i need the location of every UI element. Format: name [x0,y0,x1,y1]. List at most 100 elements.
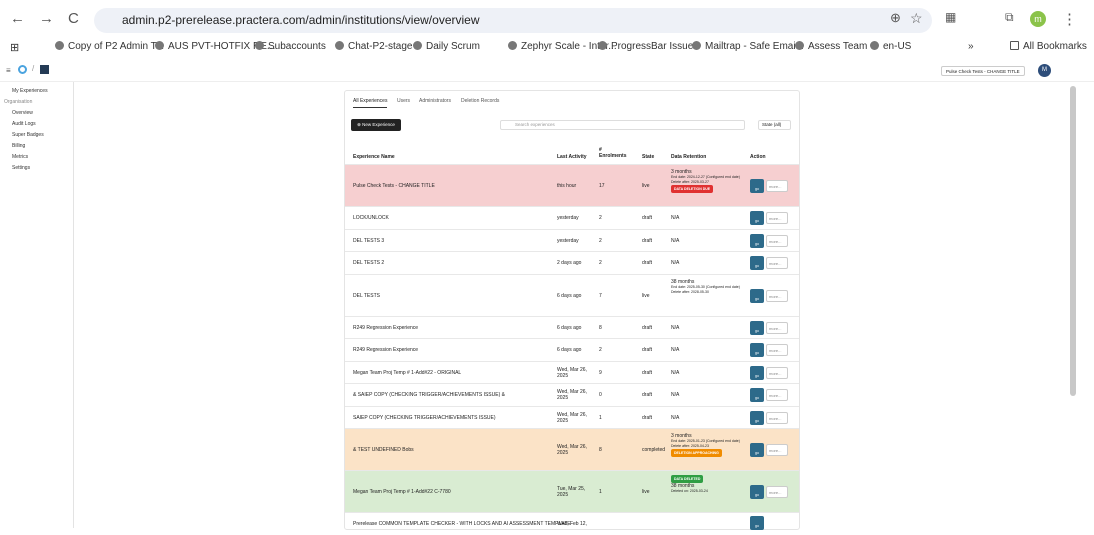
scrollbar[interactable] [1070,86,1076,396]
more-dropdown[interactable]: more... [766,444,788,456]
go-button[interactable]: go [750,343,764,358]
more-dropdown[interactable]: more... [766,344,788,357]
last-activity: this hour [557,183,577,189]
bookmark[interactable]: ProgressBar Issue [598,41,693,52]
column-header[interactable]: Last Activity [557,154,587,160]
forward[interactable]: → [39,10,54,27]
tab[interactable]: Users [397,98,411,104]
tab[interactable]: All Experiences [353,98,388,108]
bookmark[interactable]: Chat-P2-stage [335,41,412,52]
table-row: DEL TESTS 3 yesterday 2 draft N/A go more... [345,228,799,252]
sidebar-item[interactable]: My Experiences [12,88,48,94]
more-dropdown[interactable]: more... [766,234,788,247]
more-dropdown[interactable]: more... [766,411,788,424]
experience-name[interactable]: DEL TESTS [353,292,380,299]
go-button[interactable]: go [750,443,764,457]
more-dropdown[interactable]: more... [766,180,788,192]
go-button[interactable]: go [750,516,764,530]
reload[interactable]: C [68,10,79,27]
more-dropdown[interactable]: more... [766,289,788,302]
new-experience-button[interactable]: ⊕ New Experience [351,119,401,131]
more-dropdown[interactable]: more... [766,212,788,225]
experience-name[interactable]: Megan Team Proj Temp # 1-Add#22 - ORIGIN… [353,369,462,376]
bookmark[interactable]: Assess Team [795,41,867,52]
zoom-icon[interactable]: ⊕ [890,10,901,25]
experience-name[interactable]: DEL TESTS 2 [353,260,385,267]
bookmark[interactable]: Copy of P2 Admin T... [55,41,164,52]
column-header[interactable]: Experience Name [353,154,395,160]
extensions[interactable]: ⧉ [1005,10,1014,24]
experience-name[interactable]: & TEST UNDEFINED Bobs [353,447,414,453]
overflow[interactable]: » [968,41,974,52]
go-button[interactable]: go [750,320,764,335]
bookmark-icon [795,41,804,50]
sidebar-item[interactable]: Super Badges [12,132,44,138]
bookmark[interactable]: AUS PVT-HOTFIX RE... [155,41,275,52]
experience-name[interactable]: & SAIEP COPY (CHECKING TRIGGER/ACHIEVEME… [353,392,505,399]
column-header[interactable]: State [642,154,655,160]
go-button[interactable]: go [750,288,764,303]
menu[interactable]: ⋮ [1062,11,1077,28]
state-filter[interactable]: State (all) [758,120,791,130]
column-header[interactable]: # Enrolments [599,147,627,159]
bookmark-icon [155,41,164,50]
go-button[interactable]: go [750,485,764,499]
data-retention: N/A [671,370,747,376]
experience-name[interactable]: SAIEP COPY (CHECKING TRIGGER/ACHIEVEMENT… [353,414,496,421]
search-input[interactable]: Search experiences [500,120,745,130]
go-button[interactable]: go [750,233,764,248]
experience-name[interactable]: LOCK/UNLOCK [353,215,389,222]
sidebar-item[interactable]: Audit Logs [12,121,36,127]
sidebar-item[interactable]: Overview [12,110,33,116]
experience-name[interactable]: DEL TESTS 3 [353,237,385,244]
bookmark[interactable]: Daily Scrum [413,41,480,52]
sidebar-item[interactable]: Billing [12,143,26,149]
all-bookmarks[interactable]: All Bookmarks [1010,41,1087,52]
tab[interactable]: Administrators [419,98,451,104]
profile[interactable]: m [1030,11,1046,27]
star-icon[interactable]: ☆ [910,10,923,26]
more-dropdown[interactable]: more... [766,257,788,270]
state: draft [642,260,653,267]
enrolments: 8 [599,447,602,453]
more-dropdown[interactable]: more... [766,366,788,379]
bookmark[interactable]: en-US [870,41,911,52]
data-retention: N/A [671,215,747,221]
last-activity: yesterday [557,237,579,244]
tab[interactable]: Deletion Records [461,98,500,104]
more-dropdown[interactable]: more... [766,486,788,498]
go-button[interactable]: go [750,179,764,193]
state: draft [642,324,653,331]
go-button[interactable]: go [750,256,764,271]
sidebar-item[interactable]: Settings [12,165,31,171]
go-button[interactable]: go [750,365,764,380]
experience-name[interactable]: Prerelease COMMON TEMPLATE CHECKER - WIT… [353,521,571,528]
go-button[interactable]: go [750,410,764,425]
sidebar-item[interactable]: Metrics [12,154,29,160]
experience-selector[interactable]: Pulse Check Tests - CHANGE TITLE [941,66,1025,76]
experience-name[interactable]: R249 Regression Experience [353,347,419,354]
more-dropdown[interactable]: more... [766,321,788,334]
experience-name[interactable]: R249 Regression Experience [353,324,419,331]
go-button[interactable]: go [750,211,764,226]
address-bar[interactable]: admin.p2-prerelease.practera.com/admin/i… [94,8,932,33]
bookmark[interactable]: Mailtrap - Safe Emai... [692,41,804,52]
experience-name[interactable]: Megan Team Proj Temp # 1-Add#22 C-7780 [353,489,451,495]
column-header[interactable]: Data Retention [671,154,707,160]
retention-line: N/A [671,260,680,267]
experience-name[interactable]: Pulse Check Tests - CHANGE TITLE [353,183,435,189]
bookmark[interactable]: Zephyr Scale - Inter... [508,41,617,52]
extension-icon[interactable]: ▦ [945,10,957,24]
apps-icon[interactable]: ⊞ [10,42,20,54]
retention-line: Deleted on: 2025-03-24 [671,489,708,493]
bookmark-label: Assess Team [808,41,868,52]
menu-icon[interactable]: ≡ [6,66,11,75]
avatar[interactable]: M [1038,64,1051,77]
bookmark[interactable]: Subaccounts [255,41,326,52]
logo [18,65,27,74]
back[interactable]: ← [10,10,25,27]
go-button[interactable]: go [750,388,764,403]
bookmark-icon [870,41,879,50]
more-dropdown[interactable]: more... [766,389,788,402]
institution-icon[interactable] [40,65,49,74]
